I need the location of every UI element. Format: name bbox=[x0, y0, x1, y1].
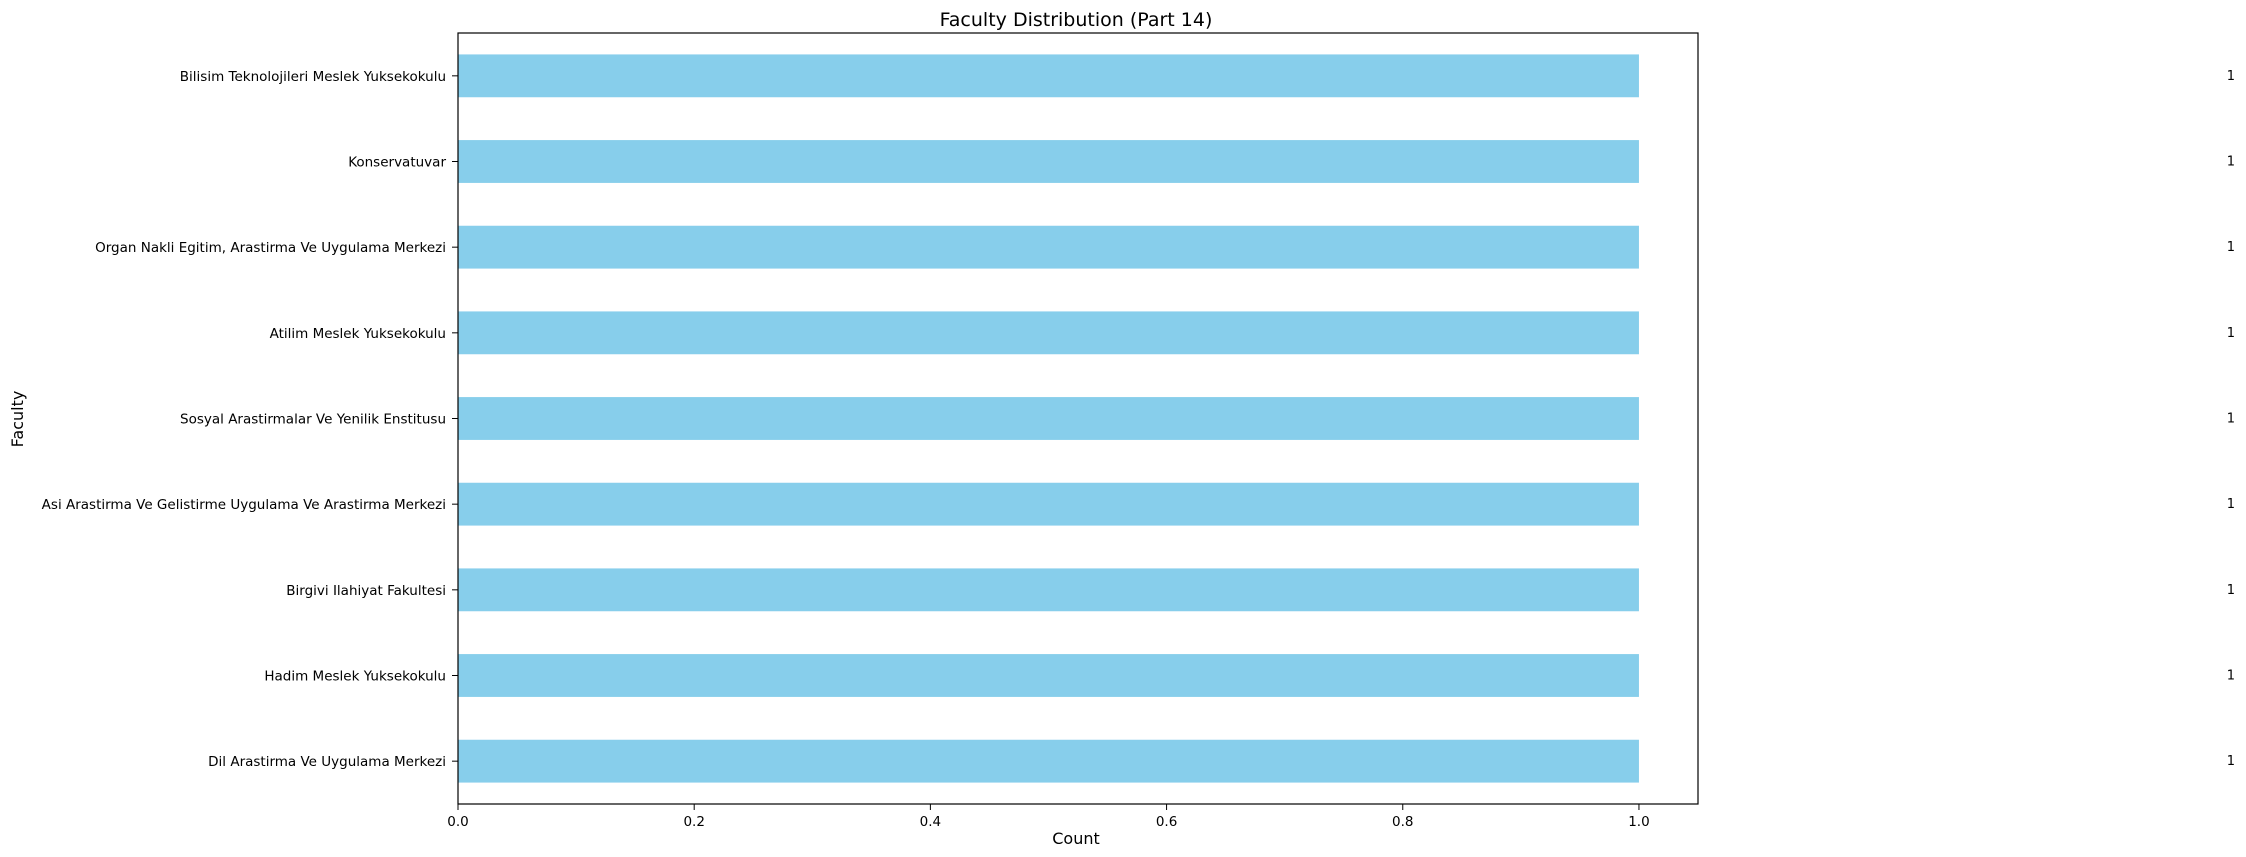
y-tick-label: Atilim Meslek Yuksekokulu bbox=[270, 326, 446, 342]
bar bbox=[458, 311, 1639, 355]
data-label: 1 bbox=[2227, 326, 2235, 341]
bar bbox=[458, 482, 1639, 526]
data-label: 1 bbox=[2227, 412, 2235, 427]
data-label: 1 bbox=[2227, 669, 2235, 684]
y-axis-label: Faculty bbox=[8, 391, 27, 448]
x-tick-label: 0.0 bbox=[447, 814, 468, 830]
data-label: 1 bbox=[2227, 583, 2235, 598]
x-tick-label: 0.4 bbox=[920, 814, 941, 830]
y-tick-label: Bilisim Teknolojileri Meslek Yuksekokulu bbox=[180, 69, 446, 85]
data-label: 1 bbox=[2227, 754, 2235, 769]
bars-group bbox=[458, 54, 1639, 783]
bar bbox=[458, 54, 1639, 98]
plot-frame bbox=[457, 32, 1699, 805]
y-tick-label: Dil Arastirma Ve Uygulama Merkezi bbox=[208, 754, 446, 770]
y-tick-label: Hadim Meslek Yuksekokulu bbox=[264, 669, 446, 685]
data-label: 1 bbox=[2227, 240, 2235, 255]
y-tick-label: Asi Arastirma Ve Gelistirme Uygulama Ve … bbox=[42, 497, 446, 513]
chart-title: Faculty Distribution (Part 14) bbox=[940, 9, 1213, 31]
y-tick-label: Sosyal Arastirmalar Ve Yenilik Enstitusu bbox=[180, 412, 446, 428]
y-tick-labels: Bilisim Teknolojileri Meslek Yuksekokulu… bbox=[42, 69, 458, 770]
data-label: 1 bbox=[2227, 155, 2235, 170]
bar bbox=[458, 225, 1639, 269]
x-axis-label: Count bbox=[1052, 829, 1100, 848]
y-tick-label: Organ Nakli Egitim, Arastirma Ve Uygulam… bbox=[95, 240, 446, 256]
y-tick-label: Konservatuvar bbox=[348, 155, 446, 171]
x-tick-label: 0.8 bbox=[1392, 814, 1413, 830]
bar bbox=[458, 739, 1639, 783]
x-axis-ticks: 0.0 0.2 0.4 0.6 0.8 1.0 bbox=[447, 804, 1650, 830]
bar bbox=[458, 140, 1639, 183]
data-labels: 1 1 1 1 1 1 1 1 1 bbox=[2227, 69, 2235, 769]
bar bbox=[458, 654, 1639, 697]
data-label: 1 bbox=[2227, 497, 2235, 512]
x-tick-label: 0.6 bbox=[1156, 814, 1177, 830]
x-tick-label: 1.0 bbox=[1628, 814, 1649, 830]
y-tick-label: Birgivi Ilahiyat Fakultesi bbox=[286, 583, 446, 599]
bar bbox=[458, 397, 1639, 440]
bar bbox=[458, 568, 1639, 612]
x-tick-label: 0.2 bbox=[683, 814, 704, 830]
data-label: 1 bbox=[2227, 69, 2235, 84]
